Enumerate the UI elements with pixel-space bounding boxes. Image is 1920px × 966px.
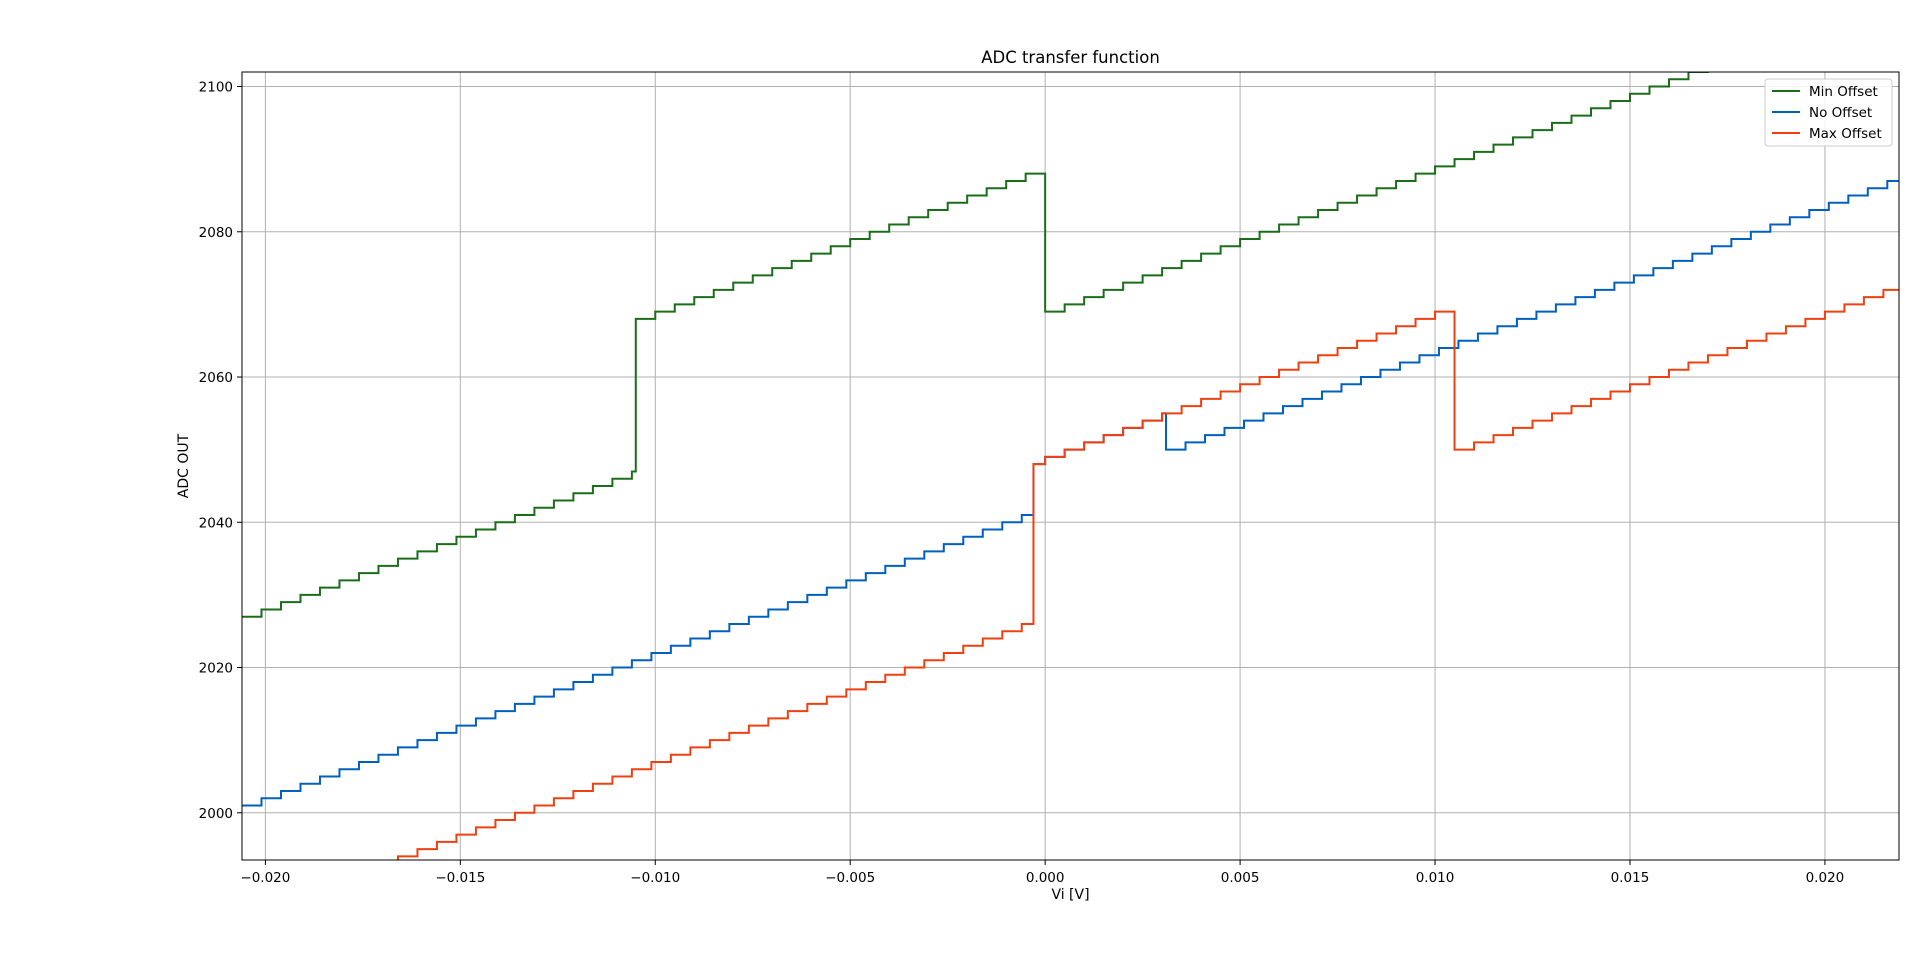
y-axis-title: ADC OUT	[176, 433, 192, 498]
y-tick-label: 2040	[199, 515, 233, 531]
series-layer	[242, 72, 1899, 860]
x-tick-label: −0.010	[630, 870, 680, 886]
y-tick-label: 2020	[199, 661, 233, 677]
x-tick-label: −0.005	[825, 870, 875, 886]
series-line-min-offset	[242, 72, 1709, 618]
legend-box	[1764, 78, 1893, 147]
legend-label-min-offset: Min Offset	[1809, 84, 1878, 100]
y-tick-label: 2060	[199, 370, 233, 386]
grid-lines	[242, 72, 1899, 860]
x-tick-label: 0.020	[1806, 870, 1845, 886]
series-line-max-offset	[396, 288, 1899, 860]
x-tick-label: 0.005	[1221, 870, 1260, 886]
y-tick-label: 2080	[199, 225, 233, 241]
x-tick-label: −0.015	[435, 870, 485, 886]
tick-layer: −0.020 −0.015 −0.010 −0.005 0.000 0.005 0.010 0…	[199, 80, 1845, 886]
plot-frame	[241, 71, 1900, 861]
y-tick-label: 2000	[199, 806, 233, 822]
x-tick-label: 0.015	[1611, 870, 1650, 886]
x-tick-label: −0.020	[240, 870, 290, 886]
series-line-no-offset	[242, 179, 1899, 807]
x-axis-title: Vi [V]	[1051, 887, 1089, 903]
chart-title: ADC transfer function	[981, 48, 1160, 67]
x-tick-label: 0.010	[1416, 870, 1455, 886]
x-tick-label: 0.000	[1026, 870, 1065, 886]
legend-label-max-offset: Max Offset	[1809, 126, 1882, 142]
legend: Min Offset No Offset Max Offset	[1764, 78, 1893, 147]
legend-label-no-offset: No Offset	[1809, 105, 1872, 121]
y-tick-label: 2100	[199, 80, 233, 96]
